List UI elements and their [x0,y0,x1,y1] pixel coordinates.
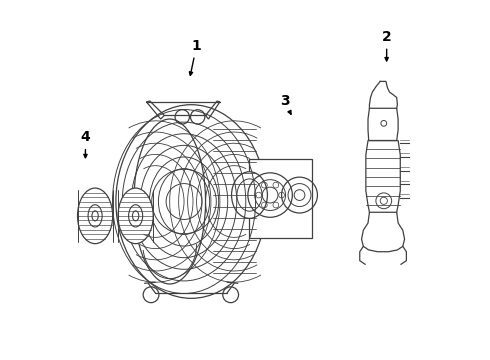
Bar [249,159,312,238]
Ellipse shape [118,188,153,244]
Ellipse shape [77,188,113,244]
Text: 3: 3 [280,94,291,114]
Ellipse shape [116,105,267,298]
Text: 2: 2 [382,30,392,61]
Polygon shape [362,212,405,252]
Text: 4: 4 [80,130,90,158]
Polygon shape [366,140,400,218]
Text: 1: 1 [189,39,201,75]
Ellipse shape [232,172,268,219]
